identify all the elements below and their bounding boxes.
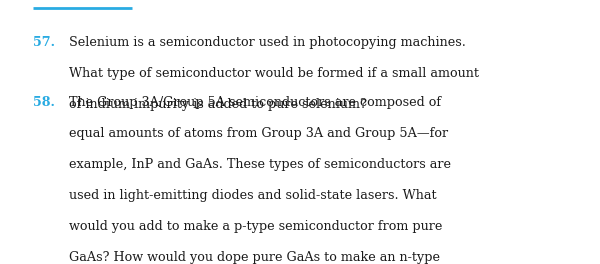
Text: The Group 3A/Group 5A semiconductors are composed of: The Group 3A/Group 5A semiconductors are… (69, 96, 441, 109)
Text: equal amounts of atoms from Group 3A and Group 5A—for: equal amounts of atoms from Group 3A and… (69, 127, 448, 140)
Text: GaAs? How would you dope pure GaAs to make an n-type: GaAs? How would you dope pure GaAs to ma… (69, 251, 440, 264)
Text: What type of semiconductor would be formed if a small amount: What type of semiconductor would be form… (69, 67, 479, 80)
Text: used in light-emitting diodes and solid-state lasers. What: used in light-emitting diodes and solid-… (69, 189, 437, 202)
Text: Selenium is a semiconductor used in photocopying machines.: Selenium is a semiconductor used in phot… (69, 36, 466, 49)
Text: of indium impurity is added to pure selenium?: of indium impurity is added to pure sele… (69, 98, 367, 111)
Text: would you add to make a p-type semiconductor from pure: would you add to make a p-type semicondu… (69, 220, 442, 233)
Text: 58.: 58. (33, 96, 55, 109)
Text: example, InP and GaAs. These types of semiconductors are: example, InP and GaAs. These types of se… (69, 158, 451, 171)
Text: 57.: 57. (33, 36, 55, 49)
